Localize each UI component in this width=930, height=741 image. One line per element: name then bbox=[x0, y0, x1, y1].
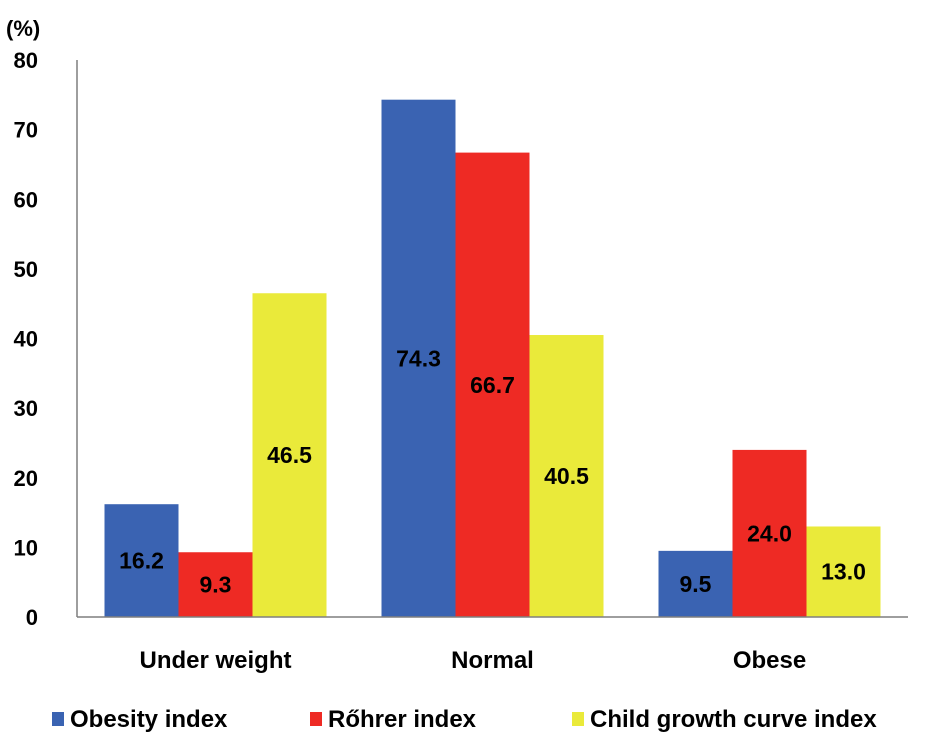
data-label: 9.5 bbox=[680, 571, 712, 597]
data-label: 9.3 bbox=[200, 572, 232, 598]
y-tick-label: 60 bbox=[14, 187, 38, 212]
bar bbox=[529, 335, 604, 617]
y-tick-label: 20 bbox=[14, 466, 38, 491]
legend-label: Rőhrer index bbox=[328, 706, 477, 733]
bar bbox=[252, 293, 327, 617]
data-label: 13.0 bbox=[821, 559, 866, 585]
data-labels: 16.2 9.3 46.5 74.3 66.7 40.5 9.5 24.0 13.0 bbox=[119, 345, 866, 597]
y-tick-label: 80 bbox=[14, 48, 38, 73]
y-tick-label: 70 bbox=[14, 118, 38, 143]
y-tick-label: 50 bbox=[14, 257, 38, 282]
legend-swatch bbox=[572, 712, 584, 726]
bar bbox=[178, 552, 253, 617]
x-axis-labels: Under weight Normal Obese bbox=[139, 647, 806, 674]
legend: Obesity index Rőhrer index Child growth cu… bbox=[52, 706, 877, 733]
bar bbox=[658, 550, 733, 617]
y-tick-label: 0 bbox=[26, 605, 38, 630]
y-axis-unit-label: (%) bbox=[6, 16, 40, 41]
data-label: 40.5 bbox=[544, 463, 589, 489]
legend-swatch bbox=[52, 712, 64, 726]
data-label: 46.5 bbox=[267, 442, 312, 468]
bar bbox=[104, 504, 179, 617]
x-category-label: Obese bbox=[733, 647, 806, 674]
data-label: 66.7 bbox=[470, 372, 515, 398]
legend-label: Child growth curve index bbox=[590, 706, 877, 733]
bar bbox=[806, 526, 881, 617]
legend-label: Obesity index bbox=[70, 706, 228, 733]
data-label: 24.0 bbox=[747, 520, 792, 546]
y-tick-label: 40 bbox=[14, 327, 38, 352]
y-tick-label: 10 bbox=[14, 535, 38, 560]
y-tick-label: 30 bbox=[14, 396, 38, 421]
legend-swatch bbox=[310, 712, 322, 726]
bar bbox=[732, 449, 807, 617]
data-label: 74.3 bbox=[396, 345, 441, 371]
bars bbox=[104, 99, 881, 617]
x-category-label: Normal bbox=[451, 647, 534, 674]
bar bbox=[455, 152, 530, 617]
y-axis-ticks: 0 10 20 30 40 50 60 70 80 bbox=[14, 48, 38, 630]
bar bbox=[381, 99, 456, 617]
x-category-label: Under weight bbox=[139, 647, 291, 674]
data-label: 16.2 bbox=[119, 548, 164, 574]
